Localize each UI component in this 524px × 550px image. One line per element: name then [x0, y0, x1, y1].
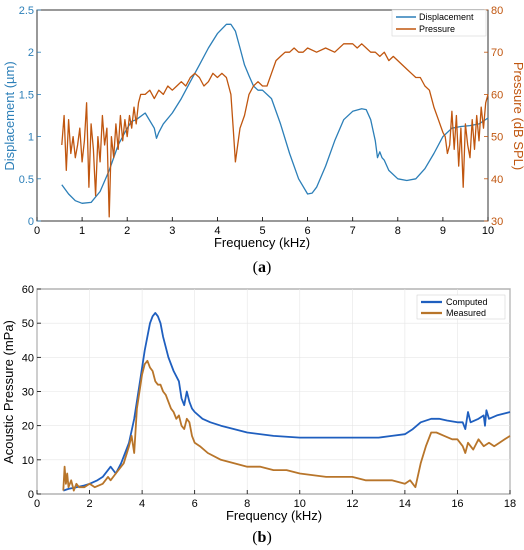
panel-b-x-tick-label: 12 — [346, 498, 358, 510]
panel-a-y-right-tick-label: 70 — [491, 47, 503, 59]
panel-a-x-tick-label: 6 — [305, 225, 311, 237]
panel-b-x-tick-label: 6 — [192, 498, 198, 510]
panel-a-y-left-tick-label: 0 — [28, 216, 34, 228]
legend-label-displacement: Displacement — [419, 12, 474, 22]
panel-a-y-axis-right: 30 40 50 60 70 80 — [484, 5, 503, 228]
panel-a-y-right-tick-label: 40 — [491, 174, 503, 186]
legend-label-pressure: Pressure — [419, 24, 455, 34]
panel-b-y-tick-label: 20 — [22, 421, 34, 433]
panel-a-x-tick-label: 0 — [34, 225, 40, 237]
panel-b-y-tick-label: 30 — [22, 387, 34, 399]
panel-a-y-right-tick-label: 30 — [491, 216, 503, 228]
panel-b-x-tick-label: 2 — [86, 498, 92, 510]
panel-a-x-tick-label: 7 — [350, 225, 356, 237]
panel-b-x-tick-label: 4 — [139, 498, 145, 510]
panel-b-x-axis: 0 2 4 6 8 10 12 14 16 18 — [34, 490, 516, 510]
panel-b-x-tick-label: 8 — [244, 498, 250, 510]
panel-b-chart: 0 2 4 6 8 10 12 14 16 18 0 10 20 30 40 50 60 Frequency … — [1, 284, 516, 546]
panel-b-y-tick-label: 60 — [22, 284, 34, 296]
panel-b-caption: (b) — [252, 529, 272, 546]
panel-a-x-tick-label: 10 — [482, 225, 494, 237]
panel-b-legend-box — [416, 294, 506, 320]
panel-a-x-tick-label: 5 — [259, 225, 265, 237]
panel-b-y-tick-label: 10 — [22, 455, 34, 467]
panel-b-x-tick-label: 0 — [34, 498, 40, 510]
panel-a-x-tick-label: 9 — [440, 225, 446, 237]
panel-a-x-tick-label: 2 — [124, 225, 130, 237]
panel-a-plot-area — [36, 9, 489, 222]
panel-b-x-axis-label: Frequency (kHz) — [226, 508, 322, 523]
panel-a-x-tick-label: 8 — [395, 225, 401, 237]
panel-a-legend-box — [391, 9, 487, 37]
panel-a-x-tick-label: 3 — [169, 225, 175, 237]
panel-a-y-left-tick-label: 2.5 — [19, 5, 34, 17]
panel-a-x-tick-label: 1 — [79, 225, 85, 237]
panel-b-x-tick-label: 10 — [294, 498, 306, 510]
panel-b-legend: Computed Measured — [416, 294, 506, 320]
panel-a-y-left-tick-label: 2 — [28, 47, 34, 59]
panel-a-legend: Displacement Pressure — [391, 9, 487, 37]
panel-a-y-axis-right-label: Pressure (dB SPL) — [511, 62, 524, 170]
panel-a-x-tick-label: 4 — [214, 225, 220, 237]
panel-b-x-tick-label: 16 — [451, 498, 463, 510]
panel-a-y-right-tick-label: 80 — [491, 5, 503, 17]
panel-b-y-axis-label: Acoustic Pressure (mPa) — [1, 320, 16, 464]
panel-b-x-tick-label: 14 — [399, 498, 411, 510]
panel-a-chart: 0 1 2 3 4 5 6 7 8 9 10 0 0.5 1 1.5 2 2.5 30 40 50 60 70 80 F… — [2, 5, 524, 276]
panel-a-y-left-tick-label: 1 — [28, 132, 34, 144]
panel-b-y-tick-label: 40 — [22, 352, 34, 364]
series-line-computed — [63, 311, 511, 492]
panel-b-y-axis: 0 10 20 30 40 50 60 — [22, 284, 41, 501]
panel-a-y-right-tick-label: 50 — [491, 132, 503, 144]
panel-a-x-axis-label: Frequency (kHz) — [214, 235, 310, 250]
panel-a-x-axis: 0 1 2 3 4 5 6 7 8 9 10 — [34, 217, 494, 237]
series-line-measured — [62, 359, 511, 492]
panel-a-y-right-tick-label: 60 — [491, 89, 503, 101]
panel-b-series — [62, 311, 511, 492]
series-line-displacement — [61, 23, 489, 204]
panel-a-y-left-tick-label: 1.5 — [19, 89, 34, 101]
panel-b-gridlines — [36, 288, 511, 495]
panel-a-series — [61, 23, 489, 218]
legend-label-computed: Computed — [446, 297, 488, 307]
panel-b-x-tick-label: 18 — [504, 498, 516, 510]
panel-b-y-tick-label: 0 — [28, 489, 34, 501]
panel-b-y-tick-label: 50 — [22, 318, 34, 330]
panel-a-y-left-tick-label: 0.5 — [19, 174, 34, 186]
panel-a-caption: (a) — [253, 259, 272, 276]
panel-a-y-axis-left-label: Displacement (µm) — [2, 61, 17, 170]
series-line-pressure — [61, 43, 489, 218]
panel-a-y-axis-left: 0 0.5 1 1.5 2 2.5 — [19, 5, 41, 228]
legend-label-measured: Measured — [446, 308, 486, 318]
